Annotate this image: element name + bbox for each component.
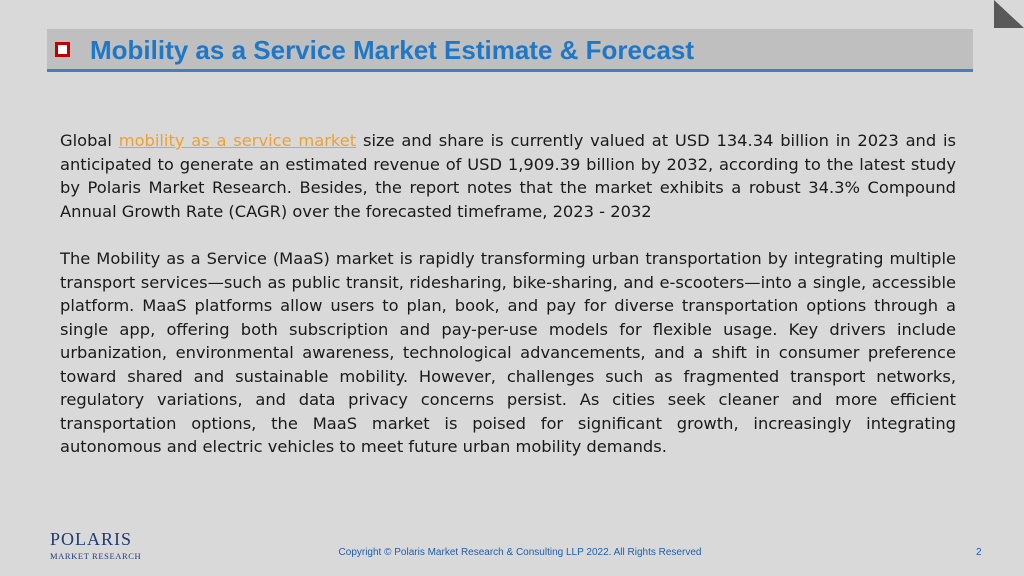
slide-body: Global mobility as a service market size… [60,129,956,483]
title-bar: Mobility as a Service Market Estimate & … [47,29,973,72]
paragraph1-suffix: size and share is currently valued at US… [60,131,956,221]
corner-fold-icon [994,0,1024,28]
checkbox-bullet-icon [55,42,70,57]
logo-bottom-text: MARKET RESEARCH [50,551,142,561]
paragraph-market-overview: The Mobility as a Service (MaaS) market … [60,249,956,456]
logo-top-text: POLARIS [50,529,133,549]
footer-copyright: Copyright © Polaris Market Research & Co… [338,547,702,558]
paragraph1-prefix: Global [60,131,119,150]
page-number: 2 [976,547,982,558]
polaris-logo: POLARIS MARKET RESEARCH [50,529,142,564]
slide-title: Mobility as a Service Market Estimate & … [90,35,695,65]
market-link[interactable]: mobility as a service market [118,131,357,150]
paragraph-market-summary: Global mobility as a service market size… [60,129,956,223]
